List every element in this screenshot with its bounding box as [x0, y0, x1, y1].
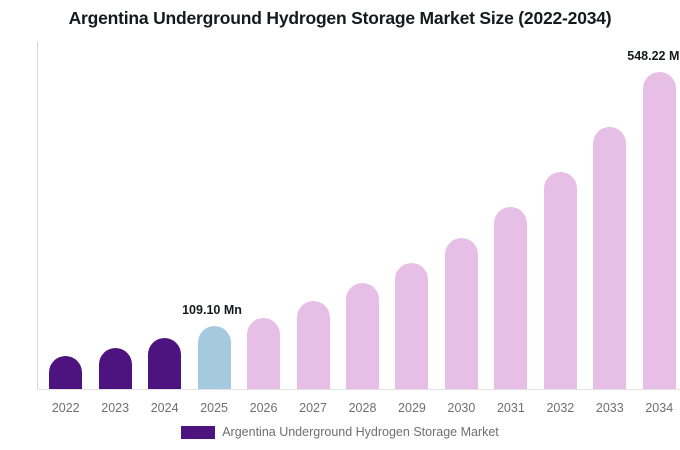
x-axis-tick-label: 2031	[496, 401, 525, 415]
x-axis-tick-label: 2026	[249, 401, 278, 415]
bar-data-label-2025: 109.10 Mn	[182, 302, 242, 317]
bar-2028[interactable]	[346, 283, 379, 389]
bar-2022[interactable]	[49, 356, 83, 389]
legend-swatch	[181, 425, 216, 439]
bar-2031[interactable]	[494, 207, 528, 389]
plot-area: 0100200300400500600 20222023202420252026…	[37, 42, 680, 414]
chart-title: Argentina Underground Hydrogen Storage M…	[68, 8, 612, 28]
bar-2025[interactable]	[197, 325, 231, 389]
x-axis-tick-label: 2033	[595, 401, 624, 415]
x-axis-tick-label: 2028	[348, 401, 377, 415]
legend-item[interactable]: Argentina Underground Hydrogen Storage M…	[181, 425, 499, 439]
legend-label: Argentina Underground Hydrogen Storage M…	[222, 425, 499, 439]
x-axis-tick-label: 2025	[200, 401, 229, 415]
bar-2027[interactable]	[296, 301, 330, 389]
x-axis-tick-label: 2029	[398, 401, 426, 415]
x-axis-line	[37, 389, 680, 390]
x-axis-tick-label: 2034	[645, 401, 674, 415]
chart-legend: Argentina Underground Hydrogen Storage M…	[0, 425, 680, 439]
bar-2032[interactable]	[543, 171, 577, 389]
x-axis-tick-label: 2027	[299, 401, 327, 415]
bar-2033[interactable]	[593, 127, 627, 389]
bar-2029[interactable]	[395, 262, 429, 389]
bar-2026[interactable]	[247, 317, 281, 389]
bar-2034[interactable]	[642, 71, 676, 389]
x-axis-tick-label: 2022	[51, 401, 80, 415]
x-axis-tick-label: 2032	[546, 401, 575, 415]
bar-2024[interactable]	[148, 338, 182, 389]
x-axis-tick-label: 2024	[150, 401, 179, 415]
bar-2023[interactable]	[98, 347, 132, 389]
bar-2030[interactable]	[444, 238, 478, 389]
x-axis-tick-label: 2023	[101, 401, 130, 415]
bar-data-label-2034: 548.22 Mn	[627, 48, 680, 63]
x-axis-tick-label: 2030	[447, 401, 476, 415]
y-axis-line	[37, 42, 38, 389]
